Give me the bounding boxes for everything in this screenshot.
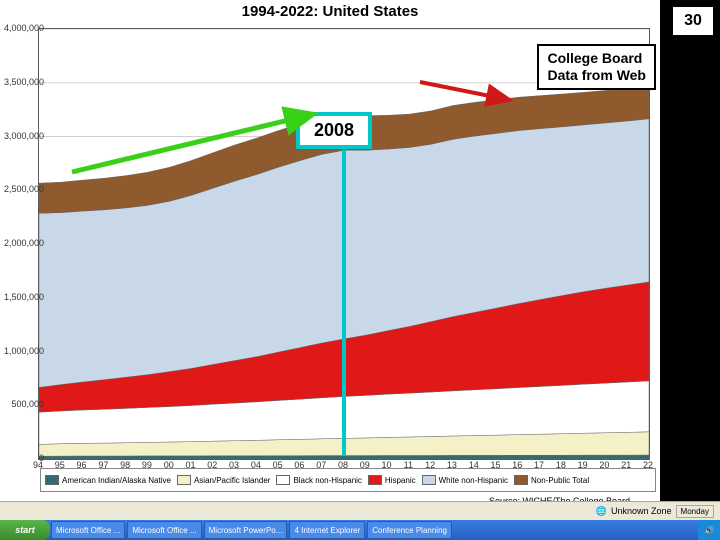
x-tick-label: 07 bbox=[312, 460, 330, 470]
annotation-college-board-text: College BoardData from Web bbox=[547, 50, 646, 83]
x-tick-label: 01 bbox=[182, 460, 200, 470]
annotation-2008-text: 2008 bbox=[314, 120, 354, 140]
taskbar-items: Microsoft Office ...Microsoft Office ...… bbox=[50, 521, 453, 539]
start-button[interactable]: start bbox=[0, 520, 50, 540]
x-tick-label: 10 bbox=[378, 460, 396, 470]
legend-label: Hispanic bbox=[385, 476, 416, 485]
security-zone-text: Unknown Zone bbox=[611, 506, 672, 516]
page-number-box: 30 bbox=[672, 6, 714, 36]
status-day-box: Monday bbox=[676, 505, 714, 518]
legend-item: Asian/Pacific Islander bbox=[177, 475, 270, 485]
taskbar-app-button[interactable]: Microsoft Office ... bbox=[127, 521, 201, 539]
x-tick-label: 22 bbox=[639, 460, 657, 470]
y-tick-label: 2,500,000 bbox=[0, 184, 44, 194]
globe-icon: 🌐 bbox=[596, 506, 607, 517]
legend-item: Black non-Hispanic bbox=[276, 475, 361, 485]
y-tick-label: 500,000 bbox=[0, 399, 44, 409]
legend-item: Hispanic bbox=[368, 475, 416, 485]
x-tick-label: 06 bbox=[290, 460, 308, 470]
x-tick-label: 16 bbox=[508, 460, 526, 470]
taskbar-app-button[interactable]: Conference Planning bbox=[367, 521, 452, 539]
x-tick-label: 94 bbox=[29, 460, 47, 470]
x-tick-label: 98 bbox=[116, 460, 134, 470]
legend-swatch bbox=[514, 475, 528, 485]
legend-swatch bbox=[276, 475, 290, 485]
x-tick-label: 12 bbox=[421, 460, 439, 470]
x-tick-label: 19 bbox=[574, 460, 592, 470]
taskbar-app-button[interactable]: Microsoft Office ... bbox=[51, 521, 125, 539]
x-tick-label: 04 bbox=[247, 460, 265, 470]
taskbar-app-button[interactable]: 4 Internet Explorer bbox=[289, 521, 365, 539]
legend: American Indian/Alaska Native Asian/Pacif… bbox=[40, 468, 656, 492]
x-tick-label: 99 bbox=[138, 460, 156, 470]
x-tick-label: 05 bbox=[269, 460, 287, 470]
legend-label: American Indian/Alaska Native bbox=[62, 476, 171, 485]
legend-label: Asian/Pacific Islander bbox=[194, 476, 270, 485]
x-tick-label: 96 bbox=[73, 460, 91, 470]
y-tick-label: 4,000,000 bbox=[0, 23, 44, 33]
x-tick-label: 08 bbox=[334, 460, 352, 470]
slide-root: 1994-2022: United States American Indian… bbox=[0, 0, 720, 540]
x-tick-label: 17 bbox=[530, 460, 548, 470]
taskbar-app-button[interactable]: Microsoft PowerPo... bbox=[204, 521, 288, 539]
legend-label: Black non-Hispanic bbox=[293, 476, 361, 485]
x-tick-label: 03 bbox=[225, 460, 243, 470]
legend-swatch bbox=[45, 475, 59, 485]
legend-swatch bbox=[177, 475, 191, 485]
page-number: 30 bbox=[684, 12, 702, 30]
chart-title: 1994-2022: United States bbox=[0, 0, 660, 24]
x-tick-label: 00 bbox=[160, 460, 178, 470]
legend-swatch bbox=[368, 475, 382, 485]
start-label: start bbox=[15, 525, 35, 535]
legend-item: American Indian/Alaska Native bbox=[45, 475, 171, 485]
annotation-2008-box: 2008 bbox=[296, 112, 372, 149]
y-tick-label: 3,000,000 bbox=[0, 131, 44, 141]
x-tick-label: 11 bbox=[399, 460, 417, 470]
system-tray[interactable]: 🔊 bbox=[698, 520, 720, 540]
y-tick-label: 1,500,000 bbox=[0, 292, 44, 302]
x-tick-label: 09 bbox=[356, 460, 374, 470]
x-tick-label: 95 bbox=[51, 460, 69, 470]
legend-label: White non-Hispanic bbox=[439, 476, 508, 485]
x-tick-label: 14 bbox=[465, 460, 483, 470]
legend-item: Non-Public Total bbox=[514, 475, 589, 485]
annotation-college-board: College BoardData from Web bbox=[537, 44, 656, 90]
x-tick-label: 15 bbox=[487, 460, 505, 470]
browser-status-bar: 🌐 Unknown Zone Monday bbox=[0, 501, 720, 520]
legend-item: White non-Hispanic bbox=[422, 475, 508, 485]
x-tick-label: 21 bbox=[617, 460, 635, 470]
x-tick-label: 97 bbox=[94, 460, 112, 470]
x-tick-label: 02 bbox=[203, 460, 221, 470]
windows-taskbar[interactable]: start Microsoft Office ...Microsoft Offi… bbox=[0, 520, 720, 540]
marker-line-2008 bbox=[342, 150, 346, 456]
legend-swatch bbox=[422, 475, 436, 485]
tray-icon: 🔊 bbox=[704, 526, 714, 535]
x-tick-label: 20 bbox=[595, 460, 613, 470]
y-tick-label: 1,000,000 bbox=[0, 346, 44, 356]
y-tick-label: 3,500,000 bbox=[0, 77, 44, 87]
x-tick-label: 13 bbox=[443, 460, 461, 470]
x-tick-label: 18 bbox=[552, 460, 570, 470]
y-tick-label: 2,000,000 bbox=[0, 238, 44, 248]
legend-label: Non-Public Total bbox=[531, 476, 589, 485]
